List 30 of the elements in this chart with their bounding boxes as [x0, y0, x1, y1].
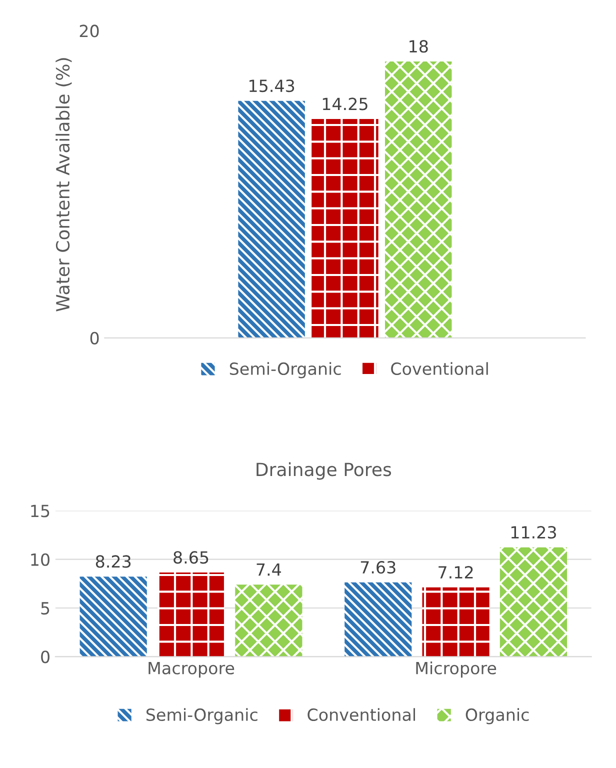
bar	[80, 576, 147, 657]
y-tick-label: 20	[80, 24, 99, 38]
bar	[422, 587, 490, 657]
bar	[157, 572, 225, 657]
data-label: 14.25	[322, 98, 368, 110]
legend-label: Conventional	[308, 708, 416, 722]
y-tick-label: 0	[41, 650, 50, 664]
y-tick-label: 0	[90, 332, 99, 344]
legend-label: Organic	[466, 708, 529, 724]
data-label: 11.23	[511, 526, 556, 539]
bar	[344, 582, 412, 657]
data-label: 15.43	[250, 80, 294, 92]
data-label: 7.4	[256, 563, 281, 576]
legend-label: Semi-Organic	[146, 708, 258, 724]
data-label: 7.12	[438, 566, 473, 578]
legend-label: Semi-Organic	[230, 362, 341, 378]
bar	[500, 547, 567, 657]
chart-title: Drainage Pores	[256, 462, 392, 480]
y-tick-label: 5	[41, 602, 50, 615]
legend-label: Coventional	[391, 362, 488, 376]
data-label: 8.23	[96, 555, 131, 568]
x-tick-label: Macropore	[148, 662, 234, 678]
y-axis-title: Water Content Available (%)	[56, 58, 72, 312]
x-tick-label: Micropore	[416, 662, 496, 678]
data-label: 7.63	[360, 561, 396, 574]
data-label: 18	[410, 40, 428, 53]
y-tick-label: 15	[31, 504, 50, 518]
y-tick-label: 10	[31, 553, 50, 566]
bar	[235, 584, 302, 657]
data-label: 8.65	[174, 551, 208, 564]
